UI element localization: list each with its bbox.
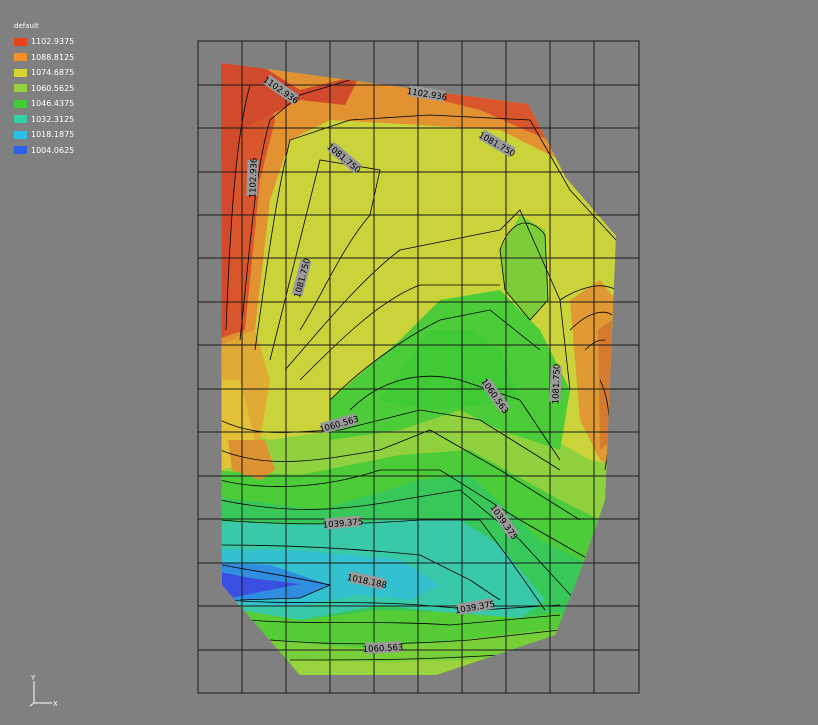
legend-label: 1032.3125	[31, 114, 75, 124]
legend-label: 1102.9375	[31, 37, 75, 47]
legend-swatch	[14, 37, 27, 46]
axis-triad: Y X	[22, 673, 62, 713]
contour-label-1060-563-c: 1060.563	[363, 641, 404, 655]
legend-item: 1018.1875	[14, 127, 74, 143]
legend-item: 1074.6875	[14, 65, 74, 81]
legend-label: 1018.1875	[31, 130, 75, 140]
legend-label: 1060.5625	[31, 83, 75, 93]
contour-label-1039-375-a: 1039.375	[322, 515, 364, 531]
legend-swatch	[14, 130, 27, 139]
legend-item: 1032.3125	[14, 112, 74, 128]
legend-item: 1088.8125	[14, 50, 74, 66]
legend-swatch	[14, 84, 27, 93]
legend-swatch	[14, 115, 27, 124]
legend-rows: 1102.9375 1088.8125 1074.6875 1060.5625 …	[14, 34, 74, 158]
legend-label: 1088.8125	[31, 52, 75, 62]
legend-item: 1046.4375	[14, 96, 74, 112]
legend-swatch	[14, 99, 27, 108]
surface-fill	[221, 63, 616, 675]
legend-swatch	[14, 146, 27, 155]
legend: default 1102.9375 1088.8125 1074.6875 10…	[14, 22, 74, 158]
legend-label: 1004.0625	[31, 145, 75, 155]
x-axis-label: X	[53, 700, 58, 708]
contour-label-1081-750-d: 1081.750	[549, 364, 563, 405]
svg-text:1060.563: 1060.563	[363, 643, 404, 655]
svg-text:1039.375: 1039.375	[322, 517, 363, 530]
svg-text:1081.750: 1081.750	[551, 364, 562, 405]
legend-item: 1060.5625	[14, 81, 74, 97]
legend-label: 1074.6875	[31, 68, 75, 78]
legend-label: 1046.4375	[31, 99, 75, 109]
legend-item: 1004.0625	[14, 143, 74, 159]
legend-item: 1102.9375	[14, 34, 74, 50]
contour-label-1102-936-c: 1102.936	[246, 158, 260, 199]
axis-triad-icon: Y X	[29, 674, 58, 708]
svg-text:1102.936: 1102.936	[248, 158, 259, 199]
legend-swatch	[14, 68, 27, 77]
legend-title: default	[14, 22, 39, 30]
y-axis-label: Y	[30, 674, 36, 682]
legend-swatch	[14, 53, 27, 62]
contour-lines	[221, 79, 616, 661]
